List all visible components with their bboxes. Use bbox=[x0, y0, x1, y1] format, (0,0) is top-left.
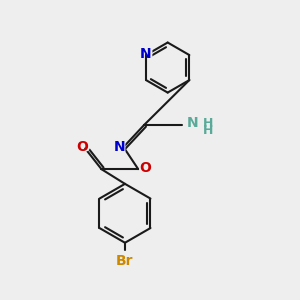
Text: N: N bbox=[139, 45, 154, 63]
Text: N: N bbox=[185, 115, 200, 133]
Text: H: H bbox=[202, 124, 213, 137]
Text: O: O bbox=[75, 138, 90, 156]
Text: N: N bbox=[113, 140, 125, 154]
Text: O: O bbox=[137, 159, 152, 177]
Text: H: H bbox=[202, 117, 213, 130]
Text: N: N bbox=[140, 46, 152, 61]
Text: N: N bbox=[187, 116, 199, 130]
Text: O: O bbox=[76, 140, 88, 154]
Text: O: O bbox=[139, 161, 151, 175]
Text: N: N bbox=[112, 138, 127, 156]
Text: Br: Br bbox=[116, 254, 134, 268]
